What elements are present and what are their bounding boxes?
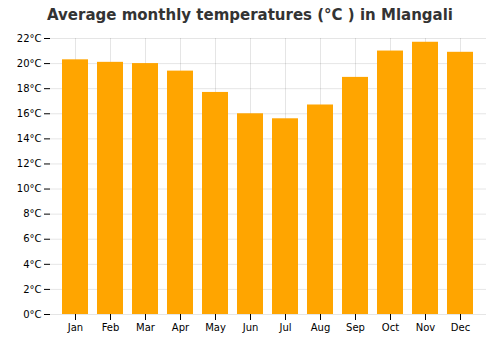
svg-text:10°C: 10°C — [17, 183, 42, 194]
svg-text:Jun: Jun — [242, 322, 259, 333]
svg-text:Jul: Jul — [278, 322, 291, 333]
svg-text:4°C: 4°C — [23, 259, 41, 270]
svg-text:Feb: Feb — [102, 322, 120, 333]
svg-text:2°C: 2°C — [23, 284, 41, 295]
svg-text:22°C: 22°C — [17, 33, 42, 44]
svg-text:Sep: Sep — [346, 322, 365, 333]
svg-text:8°C: 8°C — [23, 208, 41, 219]
svg-text:0°C: 0°C — [23, 309, 41, 320]
svg-text:16°C: 16°C — [17, 108, 42, 119]
svg-text:12°C: 12°C — [17, 158, 42, 169]
svg-text:6°C: 6°C — [23, 233, 41, 244]
svg-text:Mar: Mar — [136, 322, 156, 333]
svg-text:14°C: 14°C — [17, 133, 42, 144]
html-text:Average monthly temperatures (: Average monthly temperatures (°C ) in Ml… — [47, 6, 453, 24]
svg-text:Dec: Dec — [451, 322, 470, 333]
svg-text:Oct: Oct — [382, 322, 399, 333]
svg-text:18°C: 18°C — [17, 83, 42, 94]
svg-text:Aug: Aug — [311, 322, 331, 333]
svg-text:20°C: 20°C — [17, 58, 42, 69]
svg-text:May: May — [205, 322, 226, 333]
svg-text:Jan: Jan — [67, 322, 83, 333]
svg-text:Apr: Apr — [172, 322, 190, 333]
svg-text:Nov: Nov — [416, 322, 436, 333]
